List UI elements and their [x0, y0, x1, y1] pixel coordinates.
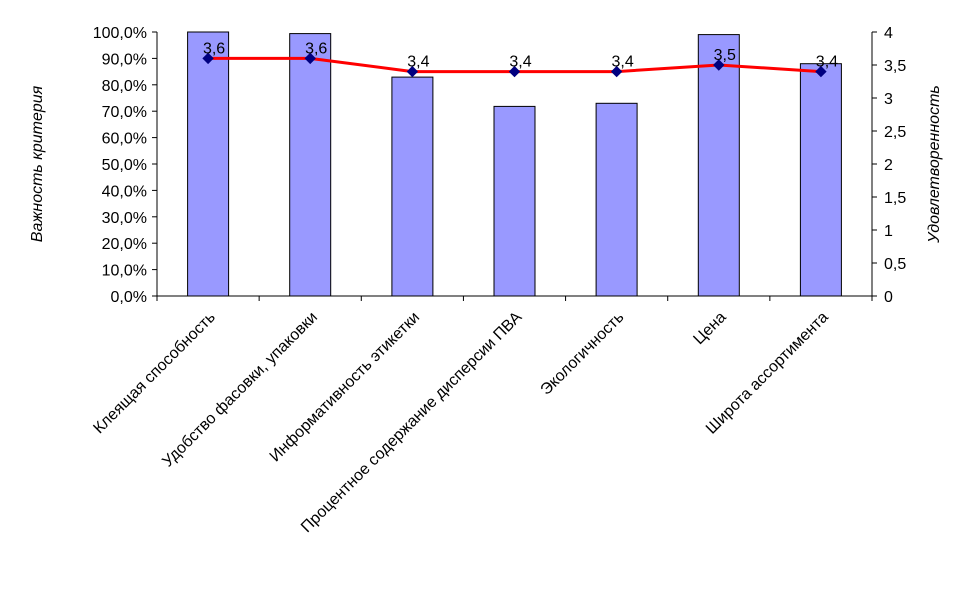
bar [697, 34, 740, 297]
line-point-marker [406, 65, 419, 78]
left-tick-label: 70,0% [102, 104, 147, 121]
line-point-marker [815, 65, 827, 78]
line-point-marker [508, 65, 521, 78]
right-tick-label: 4 [884, 25, 893, 42]
line-point-marker [202, 52, 214, 65]
bar [289, 33, 332, 297]
line-data-label: 3,6 [203, 40, 225, 57]
category-label: Экологичность [538, 309, 628, 399]
left-tick-label: 100,0% [93, 25, 147, 42]
category-label: Процентное содержание дисперсии ПВА [298, 309, 525, 536]
line-data-label: 3,4 [816, 54, 838, 71]
right-tick-label: 0 [884, 289, 893, 306]
left-tick-label: 90,0% [102, 51, 147, 68]
left-tick-label: 50,0% [102, 157, 147, 174]
right-axis-tick-labels: 0 0,5 1 1,5 2 2,5 3 3,5 4 [884, 25, 906, 306]
left-tick-label: 80,0% [102, 78, 147, 95]
bar [595, 102, 638, 297]
right-tick-label: 3 [884, 91, 893, 108]
line-point-marker [713, 59, 725, 71]
left-tick-label: 60,0% [102, 131, 147, 148]
bar-series [187, 31, 842, 297]
line-data-label: 3,5 [714, 47, 736, 64]
axes [152, 31, 877, 301]
line-data-label: 3,6 [305, 40, 327, 57]
line-point-marker [610, 65, 623, 78]
category-label: Цена [690, 309, 729, 348]
line-data-label: 3,4 [509, 54, 531, 71]
bar [493, 105, 536, 297]
y-axis-title-right: Удовлетворенность [926, 85, 943, 244]
left-tick-label: 0,0% [111, 289, 147, 306]
line-data-label: 3,4 [407, 54, 429, 71]
right-tick-label: 3,5 [884, 58, 906, 75]
line-point-marker [304, 52, 316, 65]
left-tick-label: 30,0% [102, 210, 147, 227]
right-tick-label: 2,5 [884, 124, 906, 141]
bar [799, 63, 842, 297]
right-tick-label: 2 [884, 157, 893, 174]
y-axis-title-left: Важность критерия [29, 85, 46, 242]
line-data-label: 3,4 [612, 54, 634, 71]
right-tick-label: 1,5 [884, 190, 906, 207]
bar [187, 31, 230, 297]
left-tick-label: 10,0% [102, 263, 147, 280]
left-tick-label: 40,0% [102, 183, 147, 200]
line-data-labels: 3,6 3,6 3,4 3,4 3,4 3,5 3,4 [203, 40, 838, 70]
right-tick-label: 1 [884, 223, 893, 240]
left-tick-label: 20,0% [102, 236, 147, 253]
right-tick-label: 0,5 [884, 256, 906, 273]
line-series [202, 52, 827, 78]
bar [391, 76, 434, 297]
left-axis-tick-labels: 0,0% 10,0% 20,0% 30,0% 40,0% 50,0% 60,0% 70,0% 8… [93, 25, 147, 306]
